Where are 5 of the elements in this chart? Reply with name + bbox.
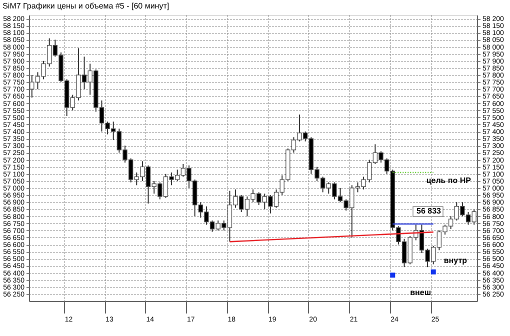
annotation: внутр	[444, 256, 468, 265]
chart-title: SiM7 Графики цены и объема #5 - [60 минут]	[2, 2, 170, 11]
annotation: внеш	[410, 288, 432, 297]
annotation: 56 833	[416, 206, 442, 216]
annotation: цель по НР	[426, 176, 472, 185]
